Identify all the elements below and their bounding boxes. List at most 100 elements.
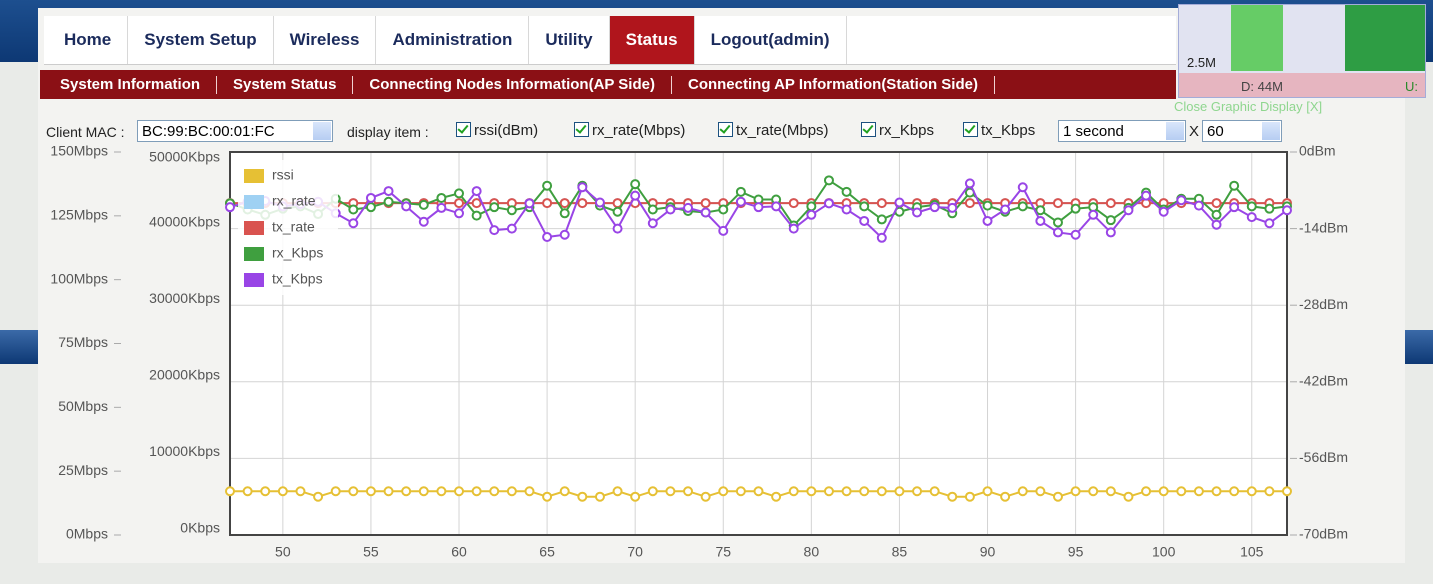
checkbox[interactable]: tx_Kbps — [963, 122, 1035, 139]
tab[interactable]: Utility — [529, 16, 610, 64]
checkbox-label: tx_rate(Mbps) — [736, 122, 829, 139]
point — [454, 188, 465, 199]
point — [418, 486, 429, 497]
x-tick-label: 105 — [1240, 544, 1264, 560]
point — [542, 198, 553, 209]
point — [1211, 486, 1222, 497]
point — [753, 202, 764, 213]
nav-tabs: Home System Setup Wireless Administratio… — [44, 16, 1176, 65]
point — [982, 200, 993, 211]
point — [1282, 205, 1292, 216]
x-tick-label: 65 — [539, 544, 555, 560]
point — [295, 486, 306, 497]
point — [348, 204, 359, 215]
point — [1035, 215, 1046, 226]
point — [1035, 205, 1046, 216]
close-link[interactable]: Close Graphic Display [X] — [1174, 99, 1323, 114]
sub-link[interactable]: System Information — [40, 75, 218, 94]
point — [1229, 180, 1240, 191]
point — [454, 486, 465, 497]
sub-link[interactable]: System Status — [217, 75, 354, 94]
point — [365, 486, 376, 497]
point — [1070, 203, 1081, 214]
point — [1070, 229, 1081, 240]
y2-tick-label: 40000Kbps — [149, 213, 220, 229]
mac-label: Client MAC : — [46, 124, 125, 140]
point — [788, 198, 799, 209]
y-tick-label: 100Mbps — [50, 270, 108, 286]
point — [1000, 204, 1011, 215]
point — [1264, 203, 1275, 214]
point — [964, 178, 975, 189]
point — [876, 486, 887, 497]
point — [383, 196, 394, 207]
legend-label: rssi — [272, 167, 294, 183]
checkbox[interactable]: tx_rate(Mbps) — [718, 122, 829, 139]
point — [365, 192, 376, 203]
point — [542, 232, 553, 243]
point — [823, 198, 834, 209]
legend-label: rx_rate — [272, 193, 316, 209]
point — [806, 209, 817, 220]
y3-tick-label: -14dBm — [1299, 219, 1348, 235]
point — [947, 202, 958, 213]
point — [647, 204, 658, 215]
point — [594, 197, 605, 208]
point — [982, 215, 993, 226]
point — [524, 486, 535, 497]
point — [1176, 486, 1187, 497]
point — [683, 202, 694, 213]
tab[interactable]: Home — [44, 16, 129, 64]
count-select[interactable]: 60 — [1202, 120, 1282, 142]
point — [454, 208, 465, 219]
tab[interactable]: Administration — [376, 16, 530, 64]
sub-link[interactable]: Connecting AP Information(Station Side) — [672, 75, 995, 94]
point — [542, 180, 553, 191]
point — [542, 491, 553, 502]
y-tick-label: 25Mbps — [58, 462, 108, 478]
point — [771, 201, 782, 212]
mac-select[interactable]: BC:99:BC:00:01:FC — [137, 120, 333, 142]
point — [1017, 182, 1028, 193]
y2-tick-label: 20000Kbps — [149, 367, 220, 383]
y2-tick-label: 50000Kbps — [149, 149, 220, 165]
point — [401, 486, 412, 497]
interval-select[interactable]: 1 second — [1058, 120, 1186, 142]
x-tick-label: 70 — [627, 544, 643, 560]
point — [700, 207, 711, 218]
checkbox[interactable]: rx_rate(Mbps) — [574, 122, 685, 139]
x-tick-label: 80 — [804, 544, 820, 560]
point — [1246, 201, 1257, 212]
tab[interactable]: System Setup — [128, 16, 274, 64]
checkbox-label: rx_Kbps — [879, 122, 935, 139]
point — [647, 218, 658, 229]
point — [735, 486, 746, 497]
point — [823, 175, 834, 186]
point — [876, 198, 887, 209]
point — [559, 486, 570, 497]
point — [665, 486, 676, 497]
tab[interactable]: Wireless — [274, 16, 377, 64]
point — [1088, 486, 1099, 497]
point — [929, 202, 940, 213]
y-tick-label: 125Mbps — [50, 207, 108, 223]
tab[interactable]: Logout(admin) — [695, 16, 847, 64]
scale: 2.5M — [1187, 55, 1216, 70]
point — [700, 491, 711, 502]
point — [735, 186, 746, 197]
point — [912, 486, 923, 497]
checkbox[interactable]: rx_Kbps — [861, 122, 934, 139]
tab-active[interactable]: Status — [609, 16, 695, 64]
point — [1211, 209, 1222, 220]
point — [277, 486, 288, 497]
point — [647, 486, 658, 497]
sub-link[interactable]: Connecting Nodes Information(AP Side) — [353, 75, 672, 94]
legend-swatch — [244, 221, 264, 235]
point — [1123, 491, 1134, 502]
legend-swatch — [244, 195, 264, 209]
checkbox[interactable]: rssi(dBm) — [456, 122, 538, 139]
point — [1264, 218, 1275, 229]
y-tick-label: 50Mbps — [58, 398, 108, 414]
